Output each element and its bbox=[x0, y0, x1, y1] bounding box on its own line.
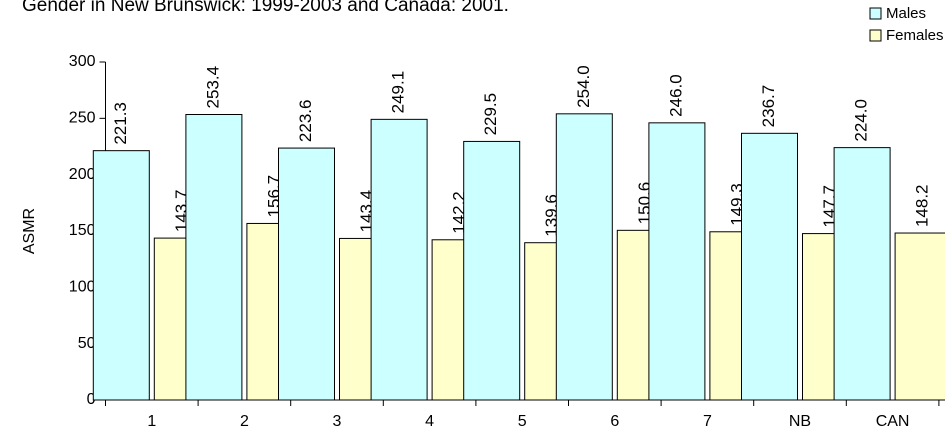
y-tick-label: 300 bbox=[69, 53, 96, 70]
bar bbox=[741, 132, 798, 401]
data-label: 236.7 bbox=[759, 85, 778, 128]
x-tick-label: 6 bbox=[610, 413, 619, 430]
x-tick-label: 1 bbox=[147, 413, 156, 430]
bar bbox=[555, 113, 613, 401]
x-tick-label: 7 bbox=[703, 413, 712, 430]
data-label: 253.4 bbox=[203, 66, 222, 109]
x-tick-label: 3 bbox=[333, 413, 342, 430]
bar bbox=[833, 147, 891, 401]
data-label: 221.3 bbox=[111, 102, 130, 145]
x-tick-label: 5 bbox=[518, 413, 527, 430]
legend-label: Males bbox=[886, 5, 926, 22]
y-tick-label: 0 bbox=[87, 391, 96, 408]
bar bbox=[370, 118, 428, 401]
legend-label: Females bbox=[886, 27, 944, 44]
y-tick-label: 100 bbox=[69, 279, 96, 296]
data-label: 229.5 bbox=[481, 93, 500, 136]
legend-swatch bbox=[869, 29, 882, 42]
y-tick-label: 50 bbox=[78, 335, 96, 352]
legend-swatch bbox=[869, 7, 882, 20]
bar bbox=[648, 122, 706, 401]
x-tick-label: NB bbox=[789, 413, 811, 430]
data-label: 148.2 bbox=[913, 184, 932, 227]
bar bbox=[278, 147, 335, 401]
data-label: 249.1 bbox=[389, 71, 408, 114]
x-tick-label: 4 bbox=[425, 413, 434, 430]
x-tick-label: CAN bbox=[876, 413, 910, 430]
bar bbox=[894, 232, 945, 401]
bar bbox=[92, 150, 150, 401]
chart-title: Gender in New Brunswick: 1999-2003 and C… bbox=[22, 0, 509, 16]
bar bbox=[463, 140, 521, 401]
bar bbox=[185, 114, 243, 401]
y-tick-label: 150 bbox=[69, 222, 96, 239]
y-tick-label: 200 bbox=[69, 166, 96, 183]
data-label: 246.0 bbox=[666, 74, 685, 117]
y-tick-label: 250 bbox=[69, 110, 96, 127]
y-axis-label: ASMR bbox=[21, 208, 38, 254]
x-tick-label: 2 bbox=[240, 413, 249, 430]
data-label: 224.0 bbox=[852, 99, 871, 142]
data-label: 223.6 bbox=[296, 100, 315, 143]
data-label: 254.0 bbox=[574, 65, 593, 108]
